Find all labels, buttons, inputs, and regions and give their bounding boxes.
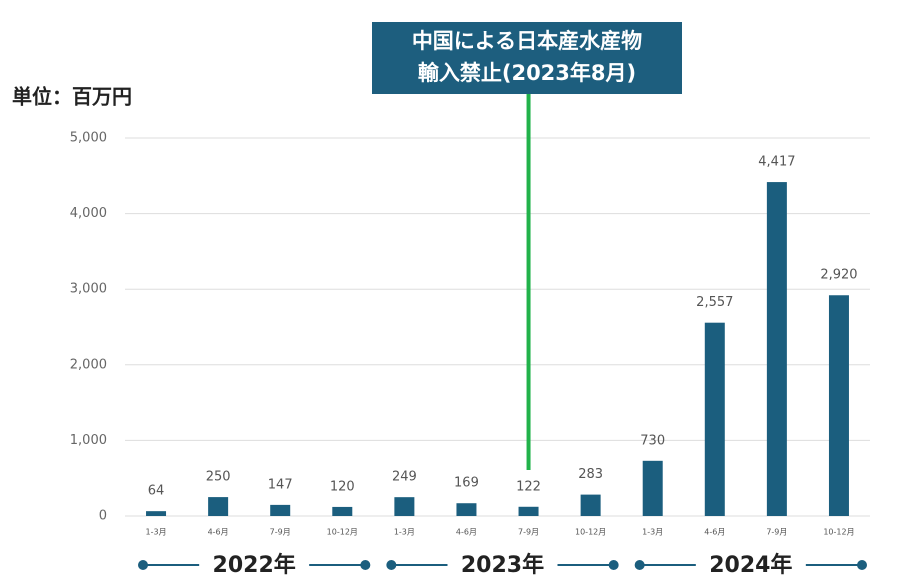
bar xyxy=(642,460,663,516)
bar xyxy=(394,497,415,516)
bar xyxy=(580,494,601,516)
group-dot xyxy=(608,560,619,570)
unit-label: 単位：百万円 xyxy=(12,85,132,109)
x-tick-label: 1-3月 xyxy=(642,528,663,537)
x-tick-label: 1-3月 xyxy=(146,528,167,537)
y-tick-label: 0 xyxy=(99,509,107,524)
bar xyxy=(518,506,539,516)
value-label: 120 xyxy=(330,479,355,494)
group-dot xyxy=(634,560,645,570)
group-label: 2023年 xyxy=(461,552,544,578)
y-tick-label: 4,000 xyxy=(70,206,107,221)
x-tick-label: 10-12月 xyxy=(823,528,854,537)
x-tick-label: 7-9月 xyxy=(518,528,539,537)
value-label: 4,417 xyxy=(758,155,795,170)
value-label: 2,920 xyxy=(820,268,857,283)
annotation-text: 輸入禁止(2023年8月) xyxy=(418,61,636,85)
bar xyxy=(146,511,167,516)
annotation-box xyxy=(372,22,682,94)
bar xyxy=(828,295,849,516)
y-tick-label: 3,000 xyxy=(70,282,107,297)
value-label: 730 xyxy=(640,433,665,448)
value-label: 64 xyxy=(148,484,165,499)
x-tick-label: 4-6月 xyxy=(456,528,477,537)
group-label: 2022年 xyxy=(213,552,296,578)
y-tick-label: 2,000 xyxy=(70,357,107,372)
bar xyxy=(332,506,353,516)
x-tick-label: 4-6月 xyxy=(208,528,229,537)
y-tick-label: 5,000 xyxy=(70,131,107,146)
value-label: 250 xyxy=(206,470,231,485)
bar xyxy=(208,497,229,516)
group-label: 2024年 xyxy=(709,552,792,578)
value-label: 283 xyxy=(578,467,603,482)
group-dot xyxy=(360,560,371,570)
group-dot xyxy=(857,560,867,570)
x-tick-label: 10-12月 xyxy=(575,528,606,537)
annotation-text: 中国による日本産水産物 xyxy=(412,29,642,53)
group-dot xyxy=(138,560,148,570)
bar xyxy=(456,503,477,516)
x-tick-label: 7-9月 xyxy=(766,528,787,537)
value-label: 249 xyxy=(392,470,417,485)
value-label: 122 xyxy=(516,479,541,494)
bar xyxy=(270,504,291,516)
value-label: 2,557 xyxy=(696,295,733,310)
bar xyxy=(766,182,787,516)
x-tick-label: 7-9月 xyxy=(270,528,291,537)
group-dot xyxy=(386,560,397,570)
value-label: 169 xyxy=(454,476,479,491)
x-tick-label: 10-12月 xyxy=(327,528,358,537)
x-tick-label: 1-3月 xyxy=(394,528,415,537)
bar xyxy=(704,322,725,516)
value-label: 147 xyxy=(268,477,293,492)
y-tick-label: 1,000 xyxy=(70,433,107,448)
x-tick-label: 4-6月 xyxy=(704,528,725,537)
